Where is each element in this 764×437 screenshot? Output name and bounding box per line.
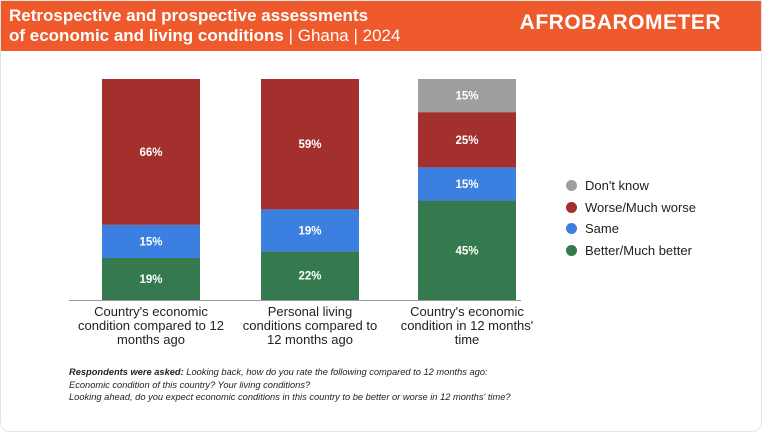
footnote-bold: Respondents were asked: (69, 367, 184, 377)
chart-legend: Don't know Worse/Much worse Same Better/Muc… (566, 175, 696, 261)
afrobarometer-logo: AFROBAROMETER (519, 11, 721, 34)
category-label-line: 12 months ago (267, 332, 353, 347)
title-line-1: Retrospective and prospective assessment… (9, 6, 369, 25)
data-label-worse: 66% (139, 147, 162, 159)
title-line-2: of economic and living conditions | Ghan… (9, 26, 400, 46)
legend-item: Better/Much better (566, 240, 696, 262)
data-label-same: 19% (298, 225, 321, 237)
footnote-line-1: Respondents were asked: Looking back, ho… (69, 366, 749, 379)
legend-swatch (566, 244, 577, 256)
data-label-worse: 25% (455, 135, 478, 147)
survey-footnote: Respondents were asked: Looking back, ho… (69, 366, 749, 404)
category-label-line: condition compared to 12 (78, 318, 224, 333)
data-label-dont-know: 15% (455, 91, 478, 103)
bar-segment-same (418, 167, 516, 201)
bar-segment-dont-know (418, 79, 516, 113)
legend-label: Don't know (585, 178, 649, 194)
footnote-line-2: Economic condition of this country? Your… (69, 379, 311, 390)
category-label-line: Personal living (268, 304, 353, 319)
category-label-line: condition in 12 months' (401, 318, 534, 333)
bar-segment-better (418, 200, 516, 300)
legend-label: Worse/Much worse (585, 199, 697, 215)
bar-segment-same (102, 224, 200, 259)
legend-label: Better/Much better (585, 242, 692, 258)
bar-segment-worse (102, 79, 200, 225)
category-label-line: conditions compared to (243, 318, 377, 333)
data-label-better: 22% (298, 271, 321, 283)
legend-label: Same (585, 221, 619, 237)
bar-segment-worse (261, 79, 359, 210)
data-label-same: 15% (455, 179, 478, 191)
data-label-same: 15% (139, 236, 162, 248)
data-label-better: 19% (139, 274, 162, 286)
data-label-worse: 59% (298, 139, 321, 151)
chart-title: Retrospective and prospective assessment… (9, 6, 400, 46)
bar-segment-better (261, 251, 359, 300)
title-line-2-light: | Ghana | 2024 (283, 26, 401, 45)
data-label-better: 45% (455, 245, 478, 257)
legend-swatch (566, 180, 577, 192)
category-label-line: Country's economic (94, 304, 208, 319)
legend-item: Worse/Much worse (566, 197, 696, 219)
legend-swatch (566, 201, 577, 213)
legend-item: Don't know (566, 175, 696, 197)
bar-segment-worse (418, 112, 516, 168)
bar-segment-same (261, 209, 359, 252)
bar-segment-better (102, 258, 200, 300)
category-label-line: Country's economic (410, 304, 524, 319)
header-bar: Retrospective and prospective assessment… (1, 1, 761, 51)
category-label-line: time (455, 332, 480, 347)
footnote-question-1: Looking back, how do you rate the follow… (183, 367, 488, 377)
category-label-line: months ago (117, 332, 185, 347)
legend-item: Same (566, 218, 696, 240)
footnote-line-3: Looking ahead, do you expect economic co… (69, 392, 511, 402)
title-line-2-bold: of economic and living conditions (9, 26, 284, 45)
legend-swatch (566, 223, 577, 235)
